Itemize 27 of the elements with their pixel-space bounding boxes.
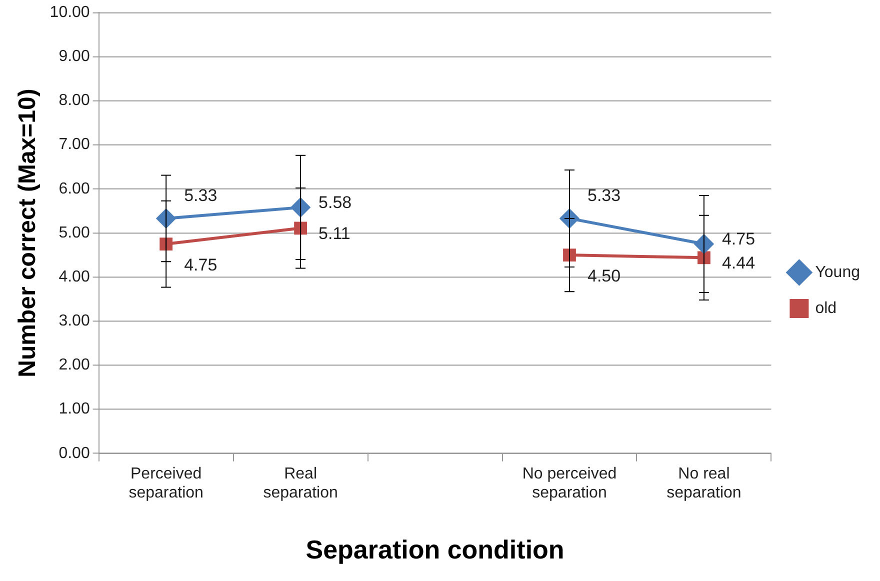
data-label: 5.33: [184, 186, 218, 206]
legend-label: old: [815, 300, 837, 317]
x-tick-label: Perceived separation: [128, 465, 204, 502]
y-tick-label: 0.00: [58, 444, 90, 462]
x-tick-label: No perceived separation: [522, 465, 617, 502]
x-tick-label: Real separation: [263, 465, 338, 502]
y-tick-label: 7.00: [58, 136, 90, 154]
data-label: 4.75: [722, 230, 756, 249]
y-tick-label: 8.00: [58, 92, 90, 110]
y-tick-label: 6.00: [58, 180, 90, 198]
data-label: 5.58: [318, 193, 352, 212]
y-tick-label: 2.00: [58, 356, 90, 374]
y-tick-label: 10.00: [50, 4, 90, 22]
data-label: 4.44: [722, 253, 756, 272]
x-axis-title: Separation condition: [306, 534, 564, 565]
data-label: 5.33: [587, 186, 621, 206]
y-tick-label: 3.00: [58, 312, 90, 330]
y-tick-label: 9.00: [58, 48, 90, 66]
y-axis-title: Number correct (Max=10): [14, 88, 42, 378]
data-label: 4.75: [184, 256, 218, 275]
y-tick-label: 1.00: [58, 400, 90, 418]
data-label: 4.50: [587, 266, 621, 286]
x-tick-label: No real separation: [666, 465, 742, 502]
y-tick-label: 5.00: [58, 224, 90, 242]
y-tick-label: 4.00: [58, 268, 90, 286]
legend-label: Young: [815, 264, 860, 281]
data-label: 5.11: [318, 224, 350, 243]
